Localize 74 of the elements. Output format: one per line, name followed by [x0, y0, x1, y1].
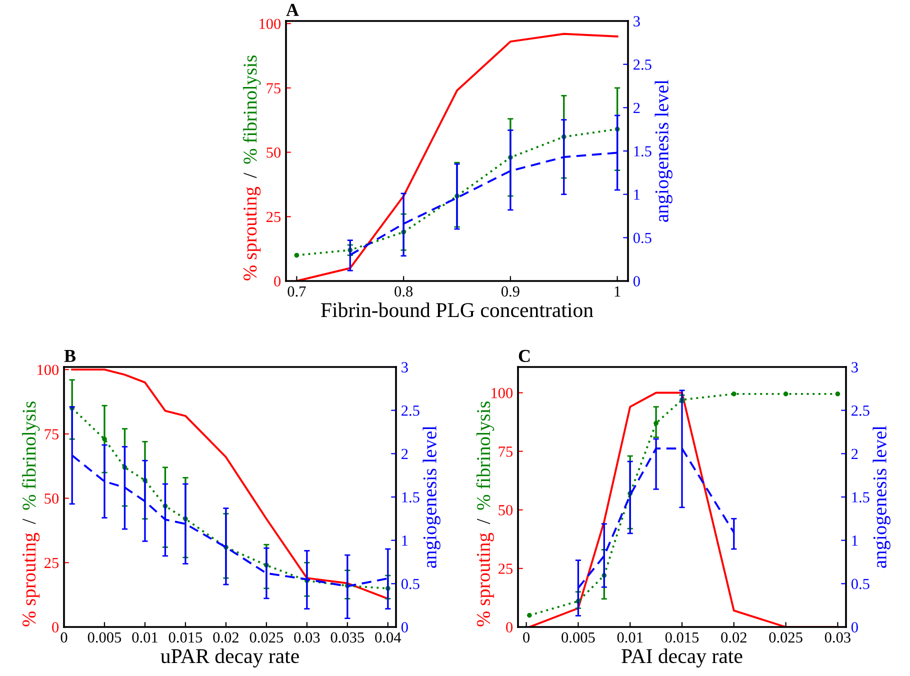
y-tick-label: 100 [38, 364, 59, 376]
y-tick-label: 0 [52, 622, 59, 632]
chart-title: C [518, 350, 530, 362]
y-tick-label: 25 [44, 558, 59, 568]
y-tick-label: 100 [492, 388, 513, 398]
y2-tick-label: 1 [852, 536, 858, 546]
y-tick-label: 50 [266, 147, 281, 158]
y-axis-title: / [244, 172, 257, 178]
y-tick-label: 0 [506, 622, 513, 632]
y2-tick-label: 3 [634, 16, 640, 26]
text: % fibrinolysis [242, 55, 261, 164]
x-tick-label: 0.025 [769, 632, 802, 643]
y2-tick-label: 2 [402, 448, 408, 459]
x-tick-label: 0.02 [721, 632, 746, 643]
y2-tick-label: 0 [851, 622, 858, 632]
y-tick-label: 100 [260, 18, 281, 30]
y2-tick-label: 0.5 [401, 578, 420, 590]
y2-axis-title: angiogenesis level [654, 80, 672, 222]
y2-tick-label: 1 [634, 190, 640, 200]
x-tick-label: 0.03 [824, 632, 850, 643]
y2-tick-label: 3 [852, 362, 858, 372]
x-tick-label: 0.9 [501, 286, 520, 297]
y2-tick-label: 2.5 [402, 406, 420, 416]
y-tick-label: 25 [266, 212, 281, 222]
x-tick-label: 1 [614, 286, 620, 296]
x-tick-label: 0.04 [375, 632, 402, 643]
x-tick-label: 0.005 [562, 632, 595, 643]
y-axis-title: / [22, 518, 36, 524]
y2-tick-label: 3 [402, 362, 408, 372]
y2-tick-label: 1.5 [402, 492, 420, 503]
x-tick-label: 0.01 [617, 632, 643, 643]
y2-tick-label: 1 [402, 536, 408, 546]
chart-title: B [64, 350, 76, 362]
y-tick-label: 0 [274, 276, 281, 286]
y2-tick-label: 1.5 [852, 492, 870, 503]
text: % fibrinolysis [476, 401, 494, 510]
y-tick-label: 75 [498, 446, 513, 457]
y2-axis-title: angiogenesis level [422, 426, 440, 568]
y-tick-label: 50 [498, 505, 513, 516]
text: % sprouting [22, 532, 40, 626]
text: % fibrinolysis [22, 401, 40, 510]
x-tick-label: 0.02 [213, 632, 238, 643]
y2-tick-label: 2 [634, 102, 640, 113]
chart-title: A [286, 4, 299, 16]
x-axis-title: PAI decay rate [622, 648, 742, 668]
y-axis-title: / [477, 518, 490, 524]
x-tick-label: 0.7 [288, 286, 306, 297]
x-tick-label: 0 [60, 632, 68, 643]
y-tick-label: 50 [44, 493, 59, 504]
x-tick-label: 0.025 [250, 632, 284, 643]
x-tick-label: 0.03 [294, 632, 320, 643]
x-tick-label: 0.01 [132, 632, 158, 643]
y2-tick-label: 1.5 [634, 146, 652, 157]
y-tick-label: 75 [44, 429, 59, 440]
x-tick-label: 0.8 [394, 286, 413, 297]
x-tick-label: 0.015 [665, 632, 699, 643]
y2-axis-title: angiogenesis level [872, 426, 890, 568]
y2-tick-label: 0 [401, 622, 408, 632]
x-tick-label: 0.035 [330, 632, 364, 643]
y2-tick-label: 2.5 [852, 406, 870, 416]
x-axis-title: Fibrin-bound PLG concentration [321, 302, 594, 318]
y-tick-label: 25 [498, 564, 513, 574]
x-axis-title: uPAR decay rate [160, 648, 299, 668]
y2-tick-label: 0.5 [633, 232, 652, 244]
x-tick-label: 0 [523, 632, 530, 643]
text: % sprouting [476, 532, 494, 626]
x-tick-label: 0.015 [168, 632, 202, 643]
y-tick-label: 75 [266, 83, 281, 94]
text: % sprouting [243, 186, 261, 280]
y2-tick-label: 2.5 [634, 60, 652, 70]
y2-tick-label: 2 [852, 448, 858, 459]
x-tick-label: 0.005 [88, 632, 122, 643]
y2-tick-label: 0.5 [851, 578, 870, 590]
y2-tick-label: 0 [633, 276, 640, 286]
